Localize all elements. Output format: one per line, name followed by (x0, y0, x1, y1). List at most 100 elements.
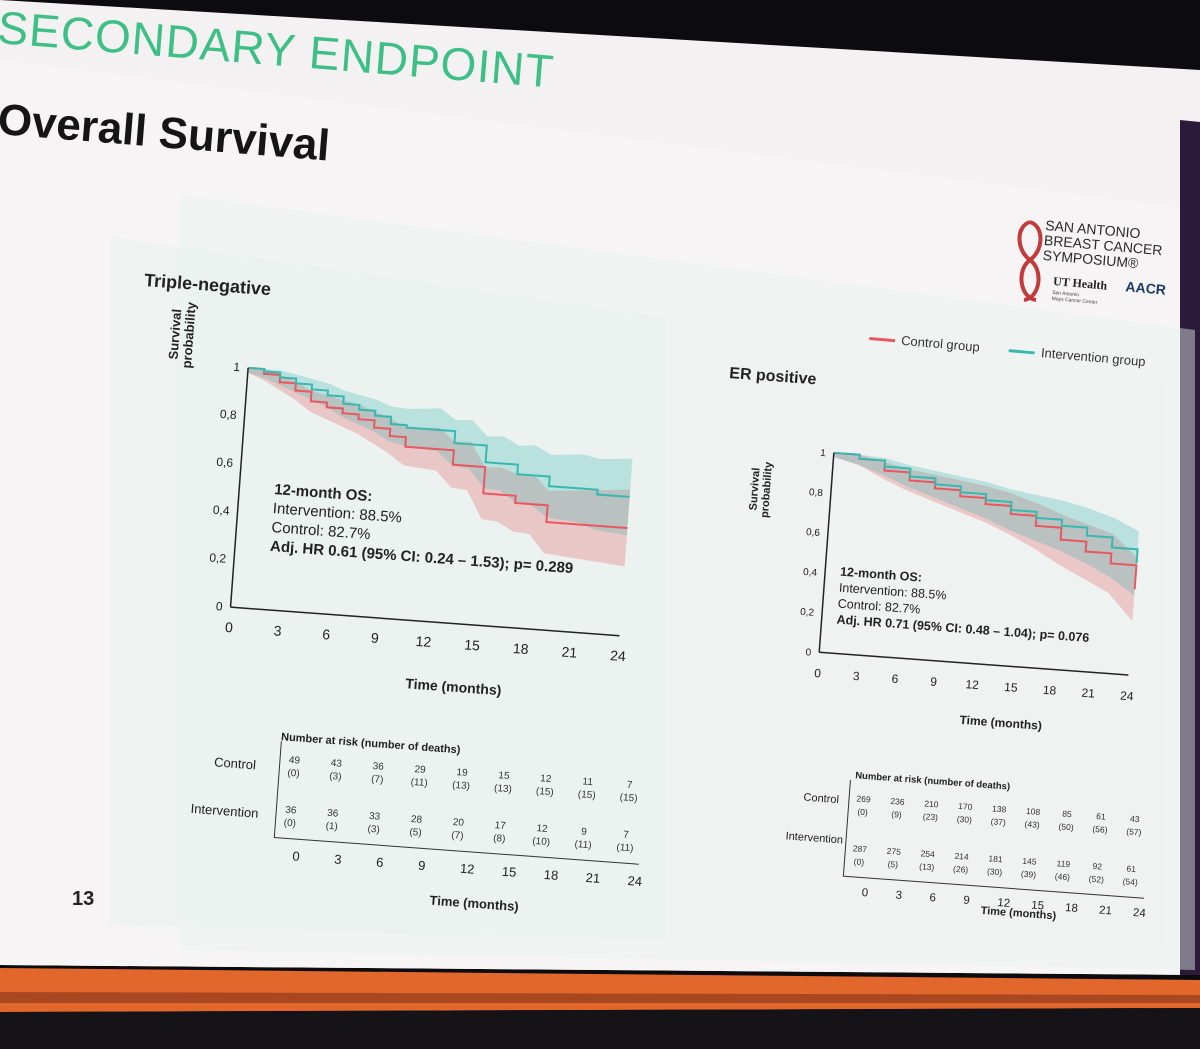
risk-deaths: (26) (952, 863, 969, 875)
risk-x-tick: 21 (1098, 904, 1113, 918)
risk-cell-control: 36 (7) (362, 759, 394, 787)
risk-cell-intervention: 214 (26) (945, 849, 977, 877)
risk-deaths: (3) (367, 823, 381, 836)
risk-cell-control: 49 (0) (278, 753, 310, 781)
risk-deaths: (0) (853, 856, 865, 868)
panel-er-positive: ER positive Survival probability 0 0,2 0,4… (689, 365, 1179, 956)
risk-deaths: (15) (619, 792, 638, 805)
risk-x-tick: 9 (962, 894, 971, 907)
risk-cell-intervention: 12 (10) (526, 822, 558, 850)
risk-deaths: (8) (492, 833, 506, 845)
risk-deaths: (57) (1125, 826, 1142, 838)
legend-swatch-control (869, 337, 896, 343)
risk-x-tick: 3 (895, 889, 903, 903)
km-chart-er-positive: 0 0,2 0,4 0,6 0,8 1 0 3 6 9 12 15 18 21 24 (800, 448, 1139, 703)
x-tick-label: 12 (965, 677, 980, 692)
risk-cell-control: 19 (13) (446, 765, 478, 793)
slide-number: 13 (72, 888, 95, 910)
risk-cell-intervention: 36 (1) (316, 806, 348, 834)
ci-band-control (247, 367, 631, 567)
y-tick-label: 0,4 (803, 567, 818, 579)
risk-cell-control: 29 (11) (404, 762, 436, 790)
risk-cell-intervention: 275 (5) (877, 844, 909, 872)
risk-deaths: (11) (616, 842, 634, 855)
risk-deaths: (11) (574, 839, 592, 852)
risk-x-tick: 6 (929, 892, 937, 905)
risk-deaths: (23) (922, 811, 939, 823)
panel-bg-right (695, 335, 1162, 945)
risk-deaths: (13) (493, 782, 513, 796)
risk-row-label-intervention: Intervention (785, 830, 844, 847)
y-axis-label-line2: probability (178, 301, 199, 369)
y-tick-label: 1 (820, 448, 827, 459)
risk-row-label-intervention: Intervention (190, 800, 260, 821)
risk-cell-control: 138 (37) (983, 802, 1015, 830)
series-line-control (248, 366, 628, 530)
risk-deaths: (0) (283, 817, 297, 830)
risk-cell-intervention: 7 (11) (610, 828, 642, 856)
y-axis-label-left: Survival probability (166, 301, 199, 369)
risk-deaths: (7) (450, 829, 464, 842)
risk-deaths: (30) (986, 866, 1003, 878)
x-tick-label: 12 (415, 633, 432, 650)
y-tick-label: 0,2 (800, 607, 815, 619)
risk-x-tick: 12 (459, 860, 476, 877)
risk-cell-control: 43 (3) (320, 756, 352, 784)
risk-x-tick: 0 (861, 887, 869, 900)
risk-x-tick: 0 (291, 848, 301, 864)
y-axis-label-right: Survival probability (747, 461, 775, 518)
risk-x-tick: 3 (333, 851, 343, 867)
risk-cell-intervention: 33 (3) (358, 809, 390, 837)
y-tick-label: 0 (805, 647, 812, 658)
y-tick-label: 0,4 (212, 503, 230, 518)
ci-band-intervention (247, 367, 633, 536)
y-tick-label: 0,8 (219, 407, 237, 422)
y-tick-label: 0,6 (216, 455, 234, 470)
risk-deaths: (0) (857, 806, 869, 818)
risk-deaths: (50) (1058, 821, 1074, 833)
risk-deaths: (46) (1054, 871, 1071, 883)
risk-table-right: 269 (0) 236 (9) 210 (23) 170 (30) 138 (37) 108 (43)… (841, 779, 1169, 923)
risk-deaths: (5) (408, 826, 423, 839)
risk-deaths: (56) (1092, 823, 1108, 835)
x-tick-label: 0 (225, 619, 234, 636)
risk-cell-control: 11 (15) (571, 775, 603, 803)
risk-cell-control: 15 (13) (488, 769, 520, 797)
risk-deaths: (37) (990, 816, 1007, 828)
risk-x-tick: 6 (375, 854, 385, 871)
x-tick-label: 3 (852, 669, 860, 683)
y-tick-label: 0,8 (809, 487, 824, 499)
risk-cell-control: 61 (56) (1085, 809, 1117, 837)
series-line-intervention (833, 451, 1139, 564)
x-tick-label: 0 (814, 666, 822, 680)
risk-x-tick: 9 (417, 857, 426, 874)
risk-cell-control: 43 (57) (1118, 812, 1150, 840)
risk-x-tick: 21 (585, 869, 601, 886)
risk-cell-intervention: 287 (0) (843, 842, 875, 870)
risk-deaths: (5) (887, 858, 899, 870)
risk-cell-intervention: 145 (39) (1013, 854, 1045, 882)
x-tick-label: 24 (1120, 688, 1135, 703)
ci-band-intervention (833, 452, 1139, 596)
km-chart-triple-negative: 0 0,2 0,4 0,6 0,8 1 0 3 6 9 12 15 18 21 24 (209, 360, 633, 664)
risk-cell-intervention: 28 (5) (400, 812, 432, 840)
risk-deaths: (3) (328, 770, 342, 783)
x-axis (230, 606, 620, 637)
x-tick-label: 6 (891, 672, 899, 686)
risk-cell-control: 269 (0) (847, 792, 879, 820)
x-tick-label: 6 (322, 626, 331, 643)
risk-deaths: (1) (325, 820, 339, 833)
risk-x-tick: 18 (1064, 902, 1079, 915)
x-tick-label: 24 (610, 647, 627, 664)
x-tick-label: 9 (370, 630, 379, 647)
ci-band-control (833, 452, 1138, 622)
risk-x-tick: 15 (501, 863, 517, 880)
risk-cell-control: 12 (15) (529, 772, 561, 800)
risk-deaths: (43) (1024, 818, 1041, 830)
risk-deaths: (30) (956, 813, 973, 825)
risk-deaths: (52) (1088, 873, 1105, 885)
risk-deaths: (9) (890, 809, 903, 820)
x-tick-label: 9 (930, 675, 938, 689)
